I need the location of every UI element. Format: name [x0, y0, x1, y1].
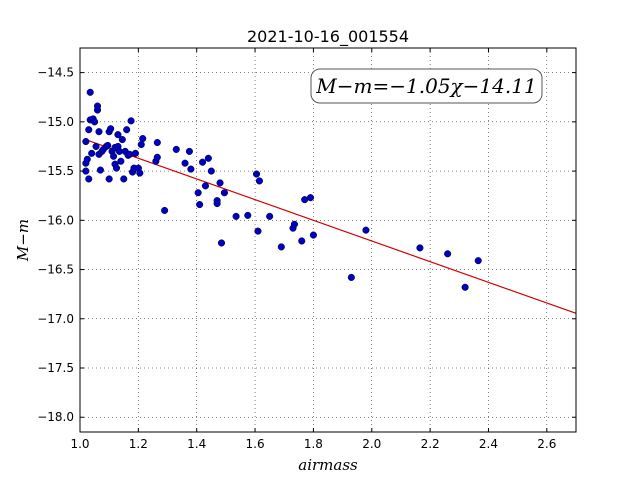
data-point: [88, 149, 96, 157]
data-point: [118, 136, 126, 144]
data-point: [95, 128, 103, 136]
data-point: [153, 153, 161, 161]
data-point: [123, 126, 131, 134]
data-point: [110, 152, 118, 160]
data-point: [172, 145, 180, 153]
data-point: [216, 179, 224, 187]
x-tick-label: 1.6: [246, 437, 265, 451]
data-point: [309, 231, 317, 239]
data-point: [82, 137, 90, 146]
data-point: [220, 189, 228, 197]
data-point: [126, 150, 134, 158]
data-point: [92, 142, 100, 151]
data-point: [416, 244, 424, 252]
data-point: [105, 175, 113, 183]
points-layer: [82, 88, 482, 291]
data-point: [131, 149, 139, 157]
data-point: [112, 164, 121, 172]
data-point: [255, 177, 263, 185]
data-point: [347, 273, 355, 281]
data-point: [252, 170, 261, 178]
data-point: [362, 226, 370, 234]
x-tick-label: 2.6: [537, 437, 556, 451]
data-point: [185, 147, 193, 155]
data-point: [91, 118, 99, 126]
y-tick-label: −16.5: [37, 263, 74, 277]
data-point: [196, 201, 204, 209]
x-tick-label: 2.2: [421, 437, 440, 451]
data-point: [217, 239, 226, 247]
data-point: [290, 220, 298, 228]
y-tick-label: −15.0: [37, 115, 74, 129]
data-point: [266, 212, 274, 220]
x-tick-label: 1.8: [304, 437, 323, 451]
data-point: [213, 197, 221, 205]
data-point: [474, 257, 482, 265]
data-point: [137, 140, 145, 149]
y-tick-label: −17.5: [37, 361, 74, 375]
data-point: [153, 138, 161, 147]
data-point: [114, 131, 122, 139]
data-point: [207, 167, 215, 175]
data-point: [120, 175, 128, 183]
data-point: [86, 88, 94, 96]
fit-label: M−m=−1.05χ−14.11: [315, 74, 536, 98]
data-point: [298, 237, 306, 245]
fit-layer: [85, 139, 577, 314]
y-tick-label: −16.0: [37, 213, 74, 227]
data-point: [444, 250, 452, 258]
data-point: [96, 166, 104, 174]
data-point: [93, 102, 102, 110]
data-point: [85, 126, 93, 134]
data-point: [136, 169, 144, 177]
data-point: [181, 159, 189, 167]
grid-layer: [80, 48, 576, 432]
data-point: [277, 243, 285, 251]
y-tick-label: −14.5: [37, 66, 74, 80]
data-point: [198, 158, 207, 166]
data-point: [306, 194, 315, 202]
x-axis-title: airmass: [298, 456, 358, 474]
y-tick-label: −17.0: [37, 312, 74, 326]
data-point: [194, 189, 202, 197]
data-point: [254, 227, 262, 235]
data-point: [127, 117, 135, 125]
data-point: [201, 182, 210, 190]
ticks-layer: 1.0 1.2 1.4 1.6 1.8 2.0 2.2 2.4 2.6 −14.5 −15.0 −15…: [37, 48, 576, 451]
y-tick-label: −18.0: [37, 410, 74, 424]
data-point: [85, 175, 93, 183]
fit-label-frame: [310, 68, 543, 104]
data-point: [117, 157, 125, 165]
data-point: [161, 206, 169, 215]
x-tick-label: 2.4: [479, 437, 498, 451]
x-tick-label: 1.4: [187, 437, 206, 451]
x-tick-label: 1.0: [70, 437, 89, 451]
x-tick-label: 2.0: [362, 437, 381, 451]
data-point: [83, 155, 91, 163]
x-tick-label: 1.2: [129, 437, 148, 451]
fit-line: [85, 139, 577, 314]
y-axis-title: M−m: [14, 219, 32, 262]
data-point: [461, 283, 469, 291]
data-point: [204, 154, 212, 162]
chart-title: 2021-10-16_001554: [247, 27, 409, 47]
data-point: [104, 141, 112, 150]
data-point: [187, 165, 195, 173]
data-point: [107, 125, 115, 133]
data-point: [244, 211, 252, 219]
y-tick-label: −15.5: [37, 164, 74, 178]
plot-frame: [79, 47, 577, 433]
fit-label-box: M−m=−1.05χ−14.11: [310, 68, 543, 104]
data-point: [139, 135, 147, 143]
data-point: [232, 212, 240, 220]
